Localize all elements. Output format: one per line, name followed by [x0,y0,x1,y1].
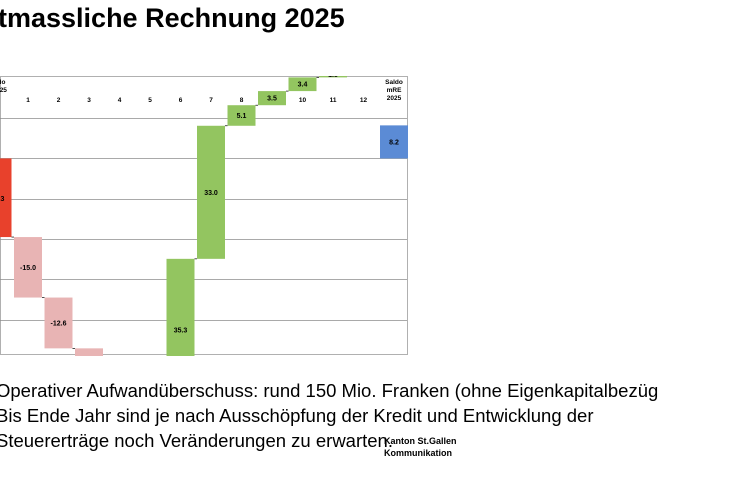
x-tick-label: 2 [57,97,61,104]
footer-org: Kanton St.Gallen Kommunikation [384,435,457,459]
footnote: Operativer Aufwandüberschuss: rund 150 M… [0,378,658,453]
x-tick-label: 6 [179,97,183,104]
footnote-line: Steuererträge noch Veränderungen zu erwa… [0,430,393,451]
page-title: tmassliche Rechnung 2025 [0,3,345,33]
waterfall-bar [258,91,286,106]
x-tick-label: 2025 [387,95,402,102]
x-tick-label: 025 [0,87,7,94]
x-tick-label: 7 [209,97,213,104]
waterfall-bar [44,297,73,349]
waterfall-bar [197,125,225,259]
data-label: 8.2 [389,139,399,146]
start-bar [0,158,12,238]
data-label: 35.3 [174,328,188,335]
x-tick-label: 5 [148,97,152,104]
x-tick-label: 10 [299,97,307,104]
x-tick-label: do [0,79,5,86]
waterfall-bar [227,105,256,126]
x-tick-label: 11 [330,97,337,104]
footnote-line: Bis Ende Jahr sind je nach Ausschöpfung … [0,405,594,426]
x-tick-label: Saldo [385,79,403,86]
waterfall-bar [288,77,317,92]
x-tick-label: mRE [387,87,402,94]
data-label: 33.0 [204,190,218,197]
data-label: -12.6 [51,320,67,327]
x-tick-label: 8 [240,97,244,104]
footer-org-name: Kanton St.Gallen [384,436,457,446]
end-bar [380,125,408,159]
x-tick-label: 3 [87,97,91,104]
waterfall-bar [166,258,195,356]
data-label: 3.5 [267,96,277,103]
x-tick-label: 12 [360,97,368,104]
x-tick-label: 4 [118,97,122,104]
waterfall-bar [75,348,103,356]
data-label: -15.0 [20,265,36,272]
waterfall-bar [319,76,347,78]
waterfall-chart: do025123456789101112SaldomRE2025.3-15.0-… [0,76,408,356]
footnote-line: Operativer Aufwandüberschuss: rund 150 M… [0,380,659,401]
footer-org-unit: Kommunikation [384,448,453,458]
data-label: 1.5 [328,76,338,79]
data-label: 5.1 [237,113,247,120]
data-label: 3.4 [298,82,308,89]
waterfall-bar [14,237,42,298]
x-tick-label: 1 [26,97,30,104]
data-label: .3 [0,196,5,203]
